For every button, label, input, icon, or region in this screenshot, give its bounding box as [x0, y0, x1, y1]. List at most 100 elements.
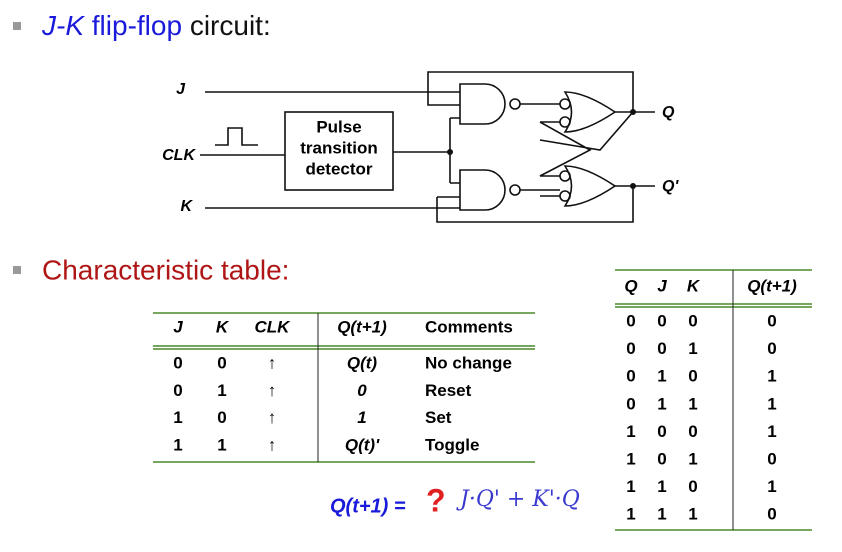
bubble [559, 190, 571, 202]
body-cell: 0 [657, 339, 666, 358]
body-cell: ↑ [268, 435, 277, 454]
bullet-text: J-K flip-flop circuit: [41, 10, 271, 41]
body-cell: 0 [217, 353, 226, 372]
body-cell: 0 [357, 381, 367, 400]
body-cell: Q(t)' [345, 435, 380, 454]
nand-gate [459, 83, 506, 125]
body-cell: Toggle [425, 435, 479, 454]
header-cell: K [216, 317, 230, 336]
input-label: CLK [162, 147, 196, 164]
body-cell: 0 [767, 449, 776, 468]
outputs [615, 111, 655, 187]
circuit: J CLK K Pulse transition detector Q Q' [162, 71, 679, 223]
body-cell: 0 [173, 381, 182, 400]
body-cell: 0 [173, 353, 182, 372]
header-cell: J [173, 317, 183, 336]
characteristic-table: J K CLK Q(t+1) Comments 0 0 ↑ Q(t) No change 0 1 ↑ 0 R… [173, 317, 513, 454]
body-cell: 1 [688, 449, 697, 468]
body-cell: 1 [688, 339, 697, 358]
body-cell: 0 [626, 367, 635, 386]
equation-lhs: Q(t+1) = [330, 495, 406, 517]
body-cell: 0 [626, 311, 635, 330]
block-label: transition [300, 138, 377, 157]
body-cell: 0 [657, 422, 666, 441]
body-cell: 0 [767, 339, 776, 358]
header-cell: Q(t+1) [747, 276, 797, 295]
body-cell: 1 [657, 367, 666, 386]
body-cell: 1 [217, 435, 226, 454]
header-cell: K [687, 276, 701, 295]
bubble [559, 170, 571, 182]
bubble [509, 184, 521, 196]
body-cell: 1 [626, 422, 635, 441]
bullet-rest: circuit: [190, 10, 271, 41]
truth-table: Q J K Q(t+1) 0 0 0 0 0 0 1 0 0 1 0 1 0 1 1 1 1 0 0 1 1 0 1 0 1 1 0 1 1 1 1… [624, 276, 797, 523]
header-cell: CLK [255, 317, 292, 336]
wires [200, 91, 460, 209]
body-cell: 1 [626, 449, 635, 468]
body-cell: 1 [657, 505, 666, 524]
body-cell: 0 [688, 422, 697, 441]
output-label: Q [662, 104, 675, 121]
body-cell: 1 [688, 394, 697, 413]
feedback-inputs [437, 104, 460, 198]
body-cell: 0 [626, 339, 635, 358]
body-cell: 1 [173, 435, 182, 454]
body-cell: ↑ [268, 353, 277, 372]
pulse-symbol [215, 127, 258, 146]
bubble [509, 98, 521, 110]
handwritten-answer: J·Q' + K'·Q [456, 487, 580, 512]
junction [447, 149, 453, 155]
body-cell: Reset [425, 381, 472, 400]
body-cell: 0 [688, 311, 697, 330]
body-cell: 1 [626, 505, 635, 524]
input-label: J [176, 81, 186, 98]
body-cell: 0 [217, 408, 226, 427]
nand-gate [459, 169, 506, 211]
nand-or-gate [563, 165, 617, 207]
body-cell: 1 [767, 477, 776, 496]
body-cell: 1 [767, 367, 776, 386]
cross-coupling [539, 111, 634, 197]
body-cell: ↑ [268, 381, 277, 400]
header-cell: Comments [425, 317, 513, 336]
body-cell: Set [425, 408, 452, 427]
body-cell: 1 [688, 505, 697, 524]
bullet-marker [13, 22, 21, 30]
body-cell: 0 [767, 505, 776, 524]
body-cell: 1 [626, 477, 635, 496]
body-cell: 0 [688, 477, 697, 496]
block-label: Pulse [316, 117, 361, 136]
bullet-marker [13, 266, 21, 274]
body-cell: 1 [217, 381, 226, 400]
body-cell: 0 [657, 449, 666, 468]
body-cell: 1 [357, 408, 366, 427]
body-cell: No change [425, 353, 512, 372]
body-cell: 0 [688, 367, 697, 386]
pulse-detector-box [284, 111, 394, 191]
nand-or-gate [563, 91, 617, 133]
body-cell: 1 [767, 394, 776, 413]
body-cell: 1 [657, 477, 666, 496]
body-cell: ↑ [268, 408, 277, 427]
body-cell: 1 [657, 394, 666, 413]
header-cell: J [657, 276, 667, 295]
body-cell: 0 [767, 311, 776, 330]
bubble [559, 116, 571, 128]
body-cell: 1 [767, 422, 776, 441]
input-label: K [180, 198, 193, 215]
header-cell: Q(t+1) [337, 317, 387, 336]
wires [520, 103, 560, 191]
header-cell: Q [624, 276, 637, 295]
block-label: detector [305, 159, 372, 178]
body-cell: 0 [626, 394, 635, 413]
bullet-text: Characteristic table: [42, 254, 289, 285]
bubble [559, 98, 571, 110]
body-cell: Q(t) [347, 353, 378, 372]
body-cell: 0 [657, 311, 666, 330]
output-label: Q' [662, 178, 679, 195]
equation-mark: ? [426, 482, 446, 518]
bullet-em: J-K [41, 10, 85, 41]
feedback [427, 71, 634, 223]
